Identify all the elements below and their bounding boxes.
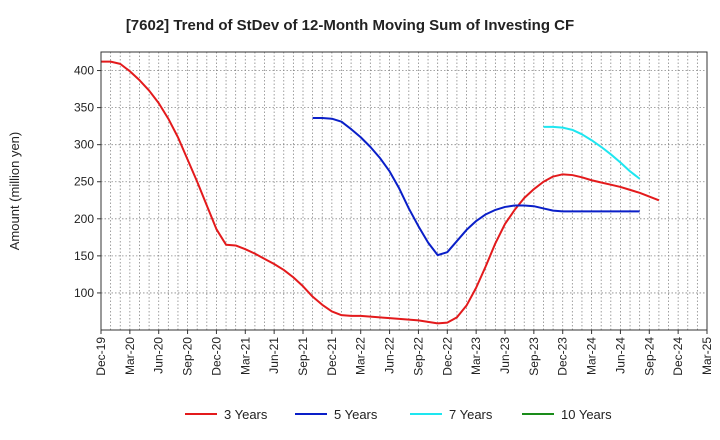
x-tick-label: Dec-23 <box>556 337 570 376</box>
x-tick-label: Dec-21 <box>325 337 339 376</box>
x-tick-label: Sep-22 <box>411 337 425 376</box>
x-tick-label: Dec-20 <box>209 337 223 376</box>
series-line-3-years <box>101 60 660 325</box>
y-tick-label: 300 <box>74 138 94 152</box>
x-tick-label: Jun-20 <box>152 337 166 374</box>
x-tick-label: Sep-24 <box>642 337 656 376</box>
x-tick-label: Mar-20 <box>123 337 137 375</box>
y-tick-label: 100 <box>74 286 94 300</box>
chart-title: [7602] Trend of StDev of 12-Month Moving… <box>126 17 574 34</box>
x-tick-label: Dec-19 <box>94 337 108 376</box>
legend-label-5-years: 5 Years <box>334 407 378 422</box>
x-tick-label: Jun-22 <box>383 337 397 374</box>
legend-label-3-years: 3 Years <box>224 407 268 422</box>
x-tick-label: Dec-22 <box>440 337 454 376</box>
x-tick-label: Mar-21 <box>238 337 252 375</box>
legend-label-10-years: 10 Years <box>561 407 612 422</box>
plot-background <box>101 52 707 330</box>
y-axis: 100 150 200 250 300 350 400 <box>74 64 101 300</box>
y-tick-label: 400 <box>74 64 94 78</box>
y-axis-label: Amount (million yen) <box>7 132 22 251</box>
y-tick-label: 150 <box>74 249 94 263</box>
grid-lines <box>101 52 707 330</box>
x-tick-label: Jun-21 <box>267 337 281 374</box>
series-line-5-years <box>312 116 640 257</box>
y-tick-label: 350 <box>74 101 94 115</box>
y-tick-label: 200 <box>74 212 94 226</box>
y-tick-label: 250 <box>74 175 94 189</box>
x-tick-label: Dec-24 <box>671 337 685 376</box>
x-axis: Dec-19 Mar-20 Jun-20 Sep-20 Dec-20 Mar-21 Jun-… <box>94 330 714 376</box>
plot-area <box>100 51 708 331</box>
x-tick-label: Sep-21 <box>296 337 310 376</box>
x-tick-label: Jun-23 <box>498 337 512 374</box>
x-tick-label: Mar-22 <box>354 337 368 375</box>
legend: 3 Years 5 Years 7 Years 10 Years <box>185 407 612 422</box>
series-lines <box>101 60 660 325</box>
plot-frame <box>100 51 708 331</box>
x-tick-label: Mar-25 <box>700 337 714 375</box>
x-tick-label: Mar-24 <box>585 337 599 375</box>
x-tick-label: Sep-20 <box>181 337 195 376</box>
legend-label-7-years: 7 Years <box>449 407 493 422</box>
x-tick-label: Jun-24 <box>613 337 627 374</box>
series-line-7-years <box>543 125 641 180</box>
x-tick-label: Mar-23 <box>469 337 483 375</box>
x-tick-label: Sep-23 <box>527 337 541 376</box>
